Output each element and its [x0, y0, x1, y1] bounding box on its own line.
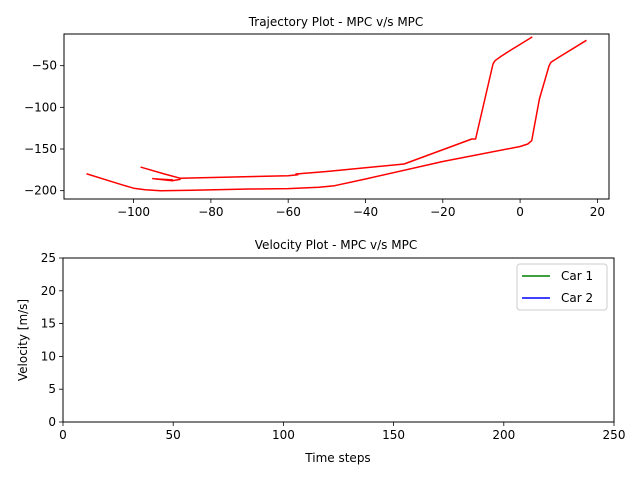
velocity-x-ticks: 0 50 100 150 200 250: [59, 422, 625, 442]
velocity-plot-frame: [62, 257, 615, 423]
x-tick-label: −60: [276, 205, 301, 219]
y-tick-label: 0: [48, 415, 56, 429]
trajectory-plot-frame: [63, 33, 610, 200]
y-tick-label: 20: [41, 284, 56, 298]
trajectory-series-group: [86, 36, 587, 192]
x-tick-label: 100: [272, 428, 295, 442]
x-tick-label: 150: [382, 428, 405, 442]
velocity-legend: Car 1 Car 2: [516, 263, 608, 311]
x-tick-label: 250: [603, 428, 626, 442]
x-tick-label: −40: [353, 205, 378, 219]
y-tick-label: 25: [41, 251, 56, 265]
x-tick-label: −80: [198, 205, 223, 219]
x-tick-label: 0: [516, 205, 524, 219]
trajectory-x-ticks: −100 −80 −60 −40 −20 0 20: [117, 199, 605, 219]
y-tick-label: −150: [24, 142, 57, 156]
velocity-axes: Velocity Plot - MPC v/s MPC 0 50 100 150 200…: [16, 238, 625, 465]
velocity-y-axis-label: Velocity [m/s]: [16, 299, 30, 381]
velocity-y-ticks: 0 5 10 15 20 25: [41, 251, 63, 429]
x-tick-label: 200: [492, 428, 515, 442]
y-tick-label: 10: [41, 349, 56, 363]
legend-label: Car 1: [561, 269, 593, 283]
series-line-2: [140, 36, 533, 179]
y-tick-label: 5: [48, 382, 56, 396]
x-tick-label: 20: [590, 205, 605, 219]
x-tick-label: 50: [166, 428, 181, 442]
trajectory-y-ticks: −50 −100 −150 −200: [24, 59, 64, 198]
legend-items: Car 1 Car 2: [522, 269, 593, 305]
x-tick-label: 0: [59, 428, 67, 442]
trajectory-title: Trajectory Plot - MPC v/s MPC: [248, 15, 424, 29]
y-tick-label: −200: [24, 184, 57, 198]
series-line-1: [86, 39, 587, 192]
legend-label: Car 2: [561, 291, 593, 305]
velocity-title: Velocity Plot - MPC v/s MPC: [255, 238, 417, 252]
y-tick-label: −100: [24, 100, 57, 114]
x-tick-label: −100: [117, 205, 150, 219]
series-line-4: [152, 177, 181, 182]
y-tick-label: 15: [41, 317, 56, 331]
trajectory-axes: Trajectory Plot - MPC v/s MPC −100 −80 −60…: [24, 15, 610, 219]
x-tick-label: −20: [430, 205, 455, 219]
velocity-x-axis-label: Time steps: [304, 451, 370, 465]
y-tick-label: −50: [32, 59, 57, 73]
